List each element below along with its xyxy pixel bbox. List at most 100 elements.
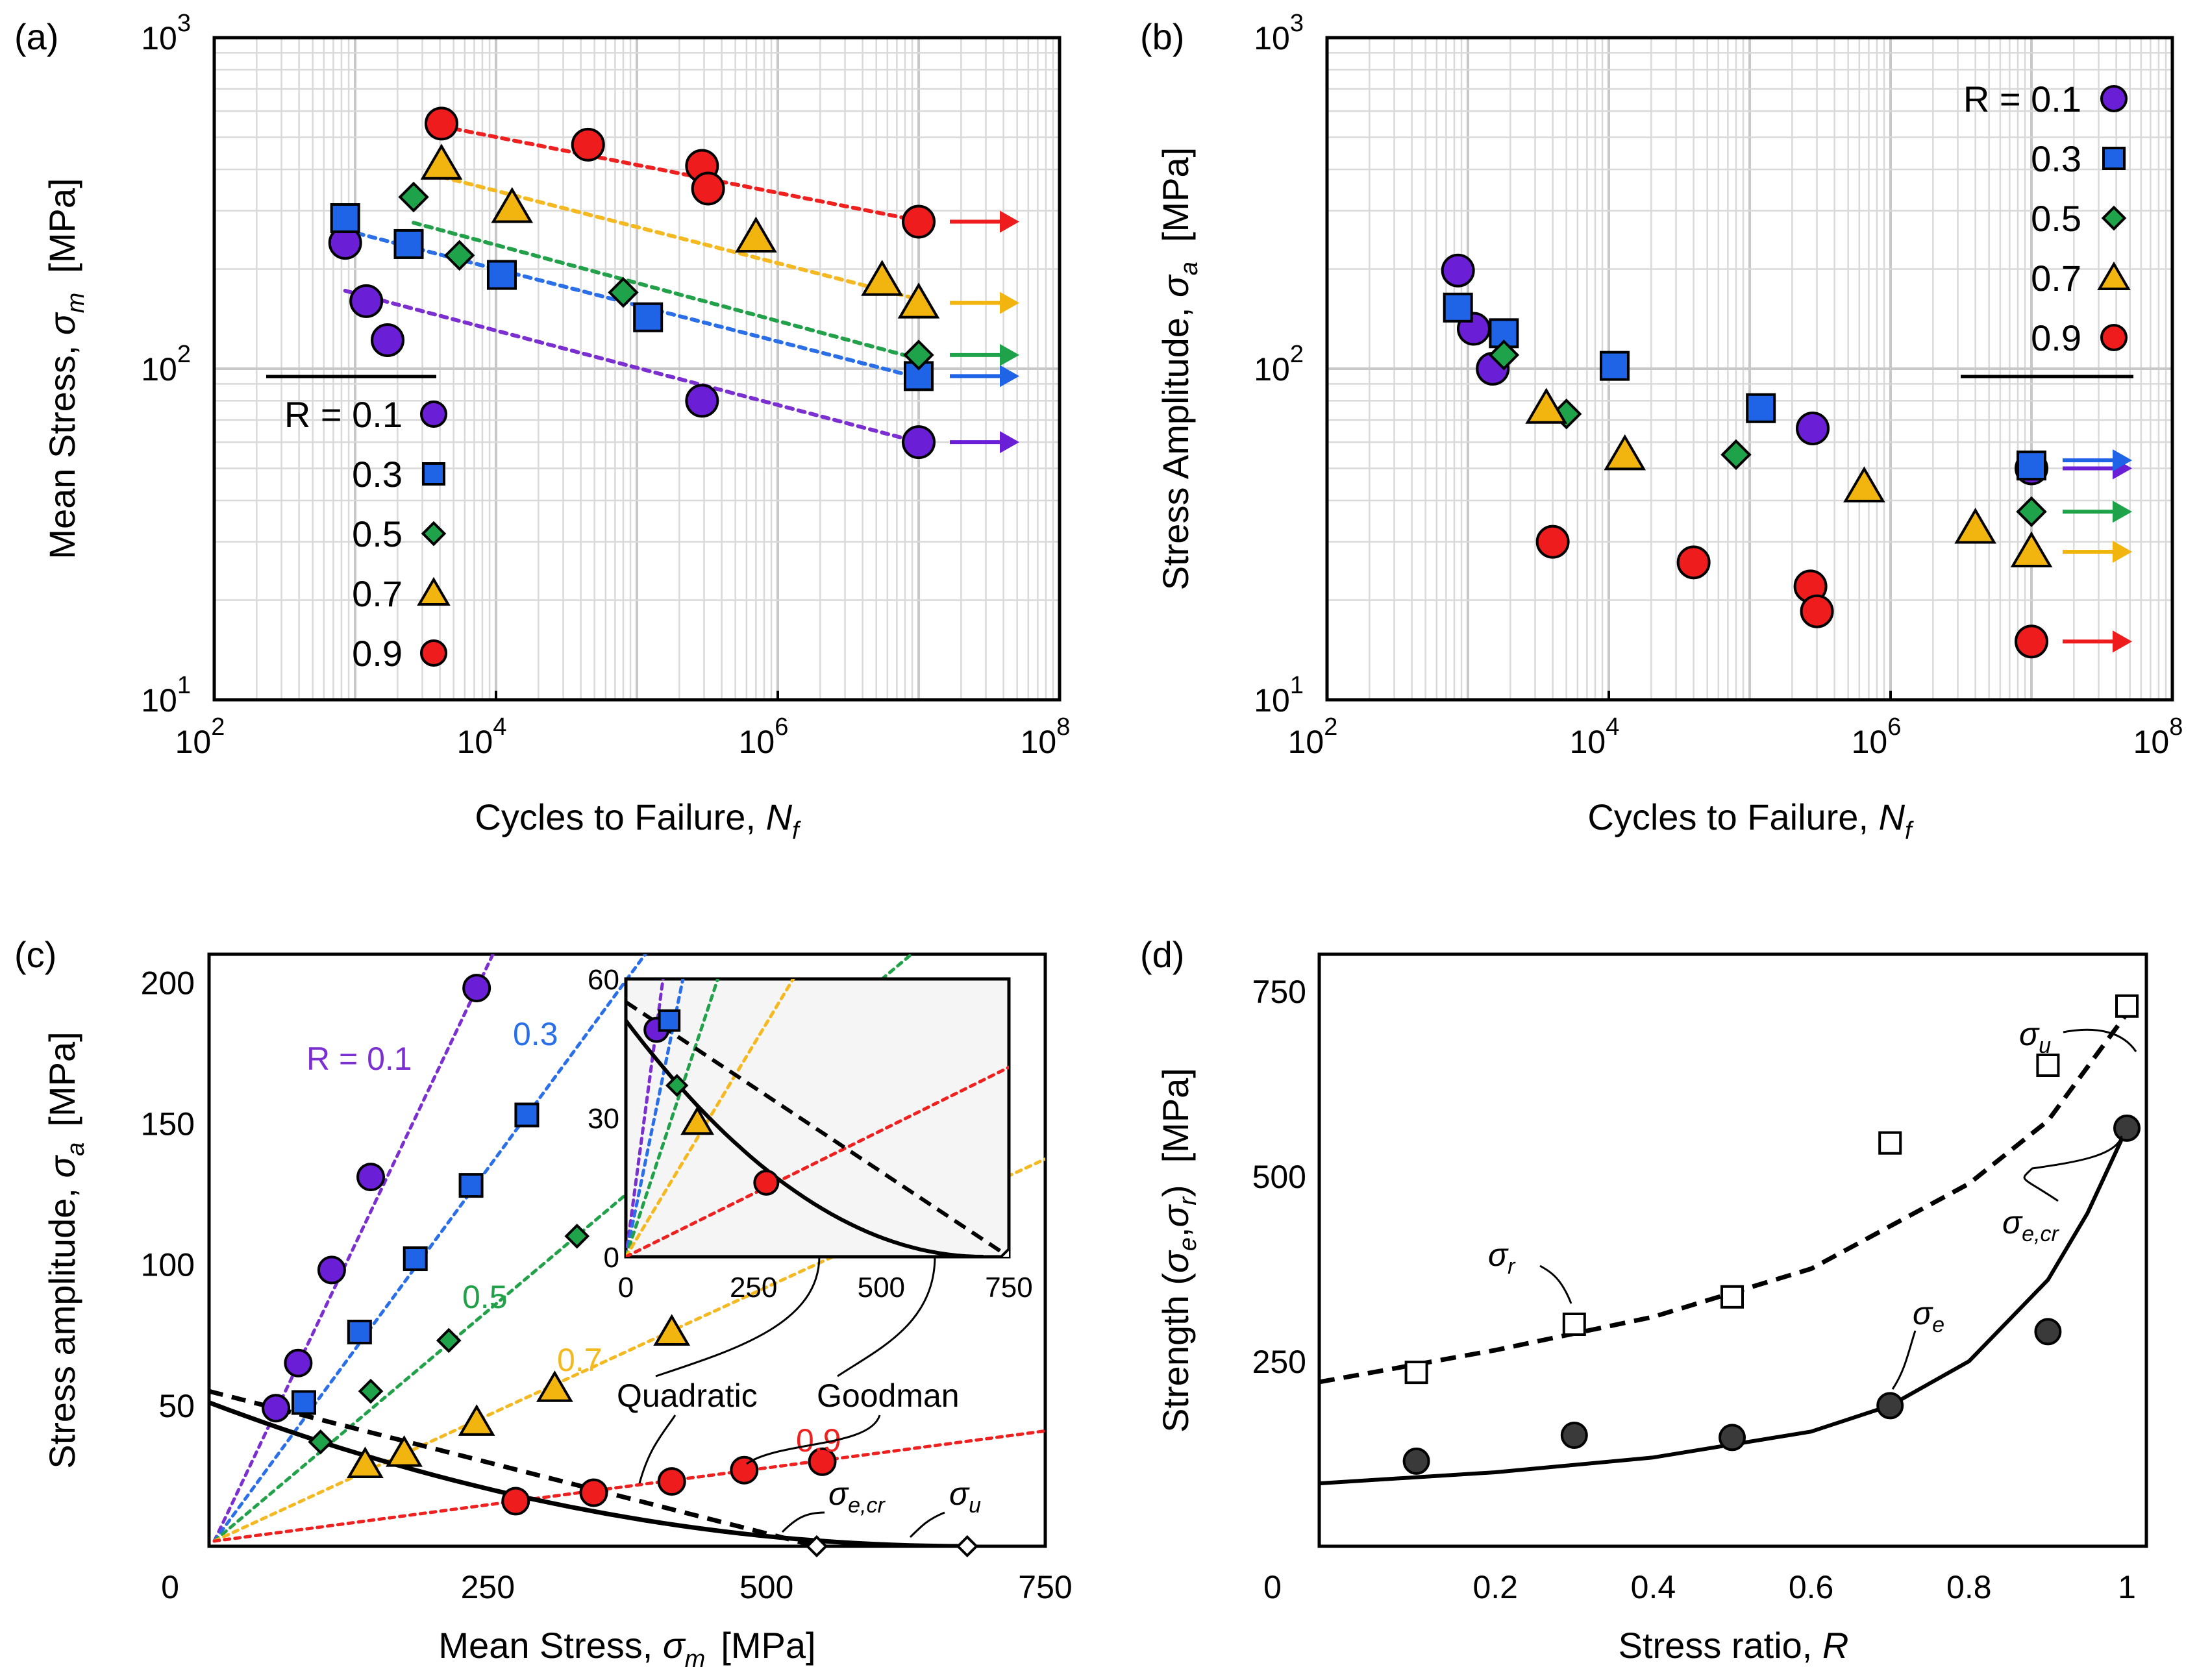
b-y-tick-exp: 1: [1290, 672, 1304, 699]
d-sigma-r-leader: [1539, 1265, 1572, 1304]
c-ratio-label: 0.7: [557, 1342, 602, 1378]
d-y-tick-label: 250: [1252, 1344, 1306, 1380]
d-sigma-u-label: σu: [2019, 1016, 2051, 1058]
b-point: [1746, 393, 1776, 423]
a-point: [371, 323, 405, 357]
c-point: [308, 1429, 334, 1455]
c-quadratic-curve: [209, 1400, 967, 1546]
b-x-axis-title: Cycles to Failure, Nf: [1587, 797, 1914, 845]
a-point: [691, 171, 725, 206]
a-runout-arrows: [950, 210, 1019, 454]
c-inset-goodman-line: [626, 1000, 1009, 1257]
c-y-axis-title: Stress amplitude, σa[MPa]: [42, 1031, 90, 1468]
c-point: [356, 1163, 386, 1192]
b-x-tick-label: 102: [1288, 713, 1338, 760]
c-goodman-leader-bottom: [746, 1414, 881, 1465]
d-sigma-e-label: σe: [1913, 1295, 1944, 1337]
c-annotations: Quadratic Goodman σe,cr σu: [617, 1255, 981, 1538]
d-point: [1876, 1392, 1904, 1420]
c-point: [386, 1435, 423, 1467]
a-y-tick-base: 10: [141, 682, 177, 719]
b-y-tick-base: 10: [1254, 20, 1290, 56]
c-inset-x-tick-label: 250: [730, 1272, 777, 1303]
b-legend-label: 0.3: [2031, 138, 2081, 179]
c-data-points: [262, 974, 978, 1558]
a-point: [398, 181, 429, 213]
a-x-tick-base: 10: [457, 724, 493, 760]
c-point: [347, 1446, 384, 1479]
c-ratio-line: [212, 954, 495, 1543]
a-runout-arrow: [950, 431, 1019, 454]
panel-c-label: (c): [14, 934, 56, 975]
a-y-tick-label: 102: [141, 341, 191, 388]
c-point: [653, 1314, 691, 1346]
c-point: [462, 974, 491, 1003]
a-runout-arrow: [950, 291, 1019, 314]
c-quadratic-leader-top: [655, 1255, 821, 1377]
a-x-tick-exp: 4: [493, 713, 506, 741]
d-x-tick-label: 0.2: [1472, 1569, 1518, 1605]
d-point: [2036, 1054, 2060, 1077]
b-y-tick-label: 102: [1254, 341, 1304, 388]
c-inset-point: [680, 1106, 715, 1135]
a-legend-marker: [422, 462, 445, 486]
a-y-tick-label: 103: [141, 10, 191, 56]
b-legend-marker: [2102, 147, 2126, 170]
d-x-tick-label: 0: [1263, 1569, 1282, 1605]
c-ratio-labels: R = 0.10.30.50.70.9: [306, 1016, 841, 1459]
a-legend-label: 0.9: [352, 633, 403, 674]
d-tick-labels: 0 0.2 0.4 0.6 0.8 1 250 500 750: [1252, 974, 2136, 1605]
c-point: [808, 1447, 837, 1476]
c-inset-y-tick-label: 30: [588, 1103, 619, 1135]
b-legend-label: 0.9: [2031, 317, 2081, 358]
c-y-tick-label: 100: [141, 1247, 195, 1283]
c-point: [458, 1173, 484, 1198]
a-point: [330, 203, 360, 234]
d-sigma-ecr-label: σe,cr: [2002, 1204, 2060, 1246]
c-inset-ratio-line: [626, 1065, 1009, 1257]
c-ratio-line: [212, 954, 647, 1543]
a-point: [349, 284, 384, 318]
c-point: [536, 1370, 573, 1402]
a-legend-label: 0.7: [352, 573, 403, 614]
b-point: [1720, 439, 1752, 471]
a-runout-arrow: [950, 365, 1019, 388]
c-inset-tick-labels: 0 250 500 750 0 30 60: [588, 964, 1033, 1303]
b-point: [1800, 594, 1834, 628]
a-point: [903, 340, 934, 371]
a-x-tick-base: 10: [1021, 724, 1057, 760]
a-runout-arrow-head: [1000, 431, 1019, 454]
d-sigma-r-fit: [1319, 1012, 2129, 1385]
c-inset-content: [626, 979, 1009, 1257]
a-trend-lines: [343, 124, 921, 445]
c-point: [284, 1348, 313, 1377]
b-y-axis-title: Stress Amplitude, σa[MPa]: [1155, 147, 1203, 591]
a-legend-marker: [420, 401, 447, 428]
c-point: [501, 1487, 530, 1516]
b-runout-arrow: [2063, 500, 2132, 523]
a-x-tick-label: 102: [175, 713, 225, 760]
b-point: [2017, 451, 2046, 481]
c-point: [358, 1378, 384, 1404]
c-point: [730, 1455, 759, 1485]
c-inset-ratio-line: [626, 979, 720, 1257]
a-point: [897, 282, 940, 319]
c-point: [262, 1394, 291, 1423]
b-point: [1599, 351, 1630, 381]
c-point: [347, 1319, 372, 1344]
a-plot-frame: [212, 36, 1062, 702]
b-legend-marker: [2100, 85, 2128, 112]
c-x-tick-label: 500: [739, 1569, 793, 1605]
a-legend-marker: [421, 521, 447, 547]
b-point: [1843, 466, 1885, 502]
a-legend-marker: [420, 639, 447, 667]
c-point: [657, 1467, 686, 1496]
b-y-tick-label: 103: [1254, 10, 1304, 56]
panel-d: (d) 0 0.2 0.4 0.6 0.8 1 250 500 750 σu σr σe σe,…: [1140, 934, 2148, 1666]
d-x-tick-label: 0.4: [1631, 1569, 1676, 1605]
a-legend-label: 0.5: [352, 513, 403, 554]
b-runout-arrow-head: [2113, 630, 2132, 653]
